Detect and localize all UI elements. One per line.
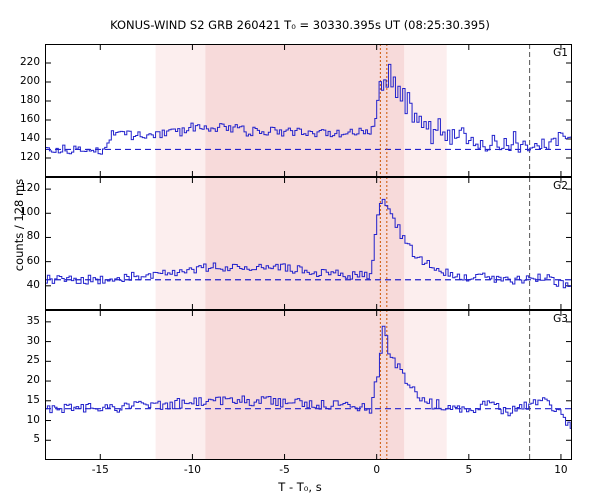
x-tick-label: -10 xyxy=(183,464,201,476)
y-tick-label: 220 xyxy=(19,56,40,68)
x-tick-label: 0 xyxy=(373,464,381,476)
y-tick-label: 200 xyxy=(19,75,40,87)
y-tick-label: 60 xyxy=(26,254,40,267)
panel-g3: G3 xyxy=(45,310,572,460)
y-tick-label: 140 xyxy=(19,132,40,144)
panel-g3-plot xyxy=(45,310,572,460)
y-tick-label: 100 xyxy=(19,206,40,219)
x-tick-label: 10 xyxy=(554,464,568,476)
panel-g1: G1 xyxy=(45,44,572,177)
x-tick-label: 5 xyxy=(465,464,473,476)
y-tick-label: 25 xyxy=(26,354,40,367)
y-tick-label: 120 xyxy=(19,182,40,195)
x-axis-label: T - T₀, s xyxy=(278,480,322,494)
x-tick-label: -5 xyxy=(279,464,290,476)
y-tick-label: 120 xyxy=(19,151,40,163)
y-tick-label: 80 xyxy=(26,230,40,243)
panel-g3-label: G3 xyxy=(553,313,568,325)
panel-g2-plot xyxy=(45,177,572,310)
y-tick-label: 20 xyxy=(26,374,40,387)
panel-g1-label: G1 xyxy=(553,47,568,59)
y-tick-label: 15 xyxy=(26,393,40,406)
y-axis-label: counts / 128 ms xyxy=(12,178,26,272)
panel-g2-label: G2 xyxy=(553,180,568,192)
y-tick-label: 5 xyxy=(33,433,40,446)
y-tick-label: 40 xyxy=(26,278,40,291)
chart-title: KONUS-WIND S2 GRB 260421 T₀ = 30330.395s… xyxy=(110,18,490,32)
panel-g2: G2 xyxy=(45,177,572,310)
panel-g1-plot xyxy=(45,44,572,177)
y-tick-label: 160 xyxy=(19,113,40,125)
y-tick-label: 35 xyxy=(26,314,40,327)
y-tick-label: 30 xyxy=(26,334,40,347)
y-tick-label: 180 xyxy=(19,94,40,106)
x-tick-label: -15 xyxy=(91,464,109,476)
y-tick-label: 10 xyxy=(26,413,40,426)
